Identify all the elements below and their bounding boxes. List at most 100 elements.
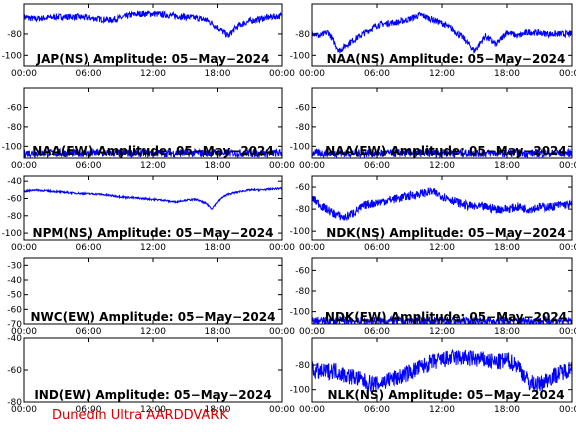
y-tick-label: -40 [7, 334, 22, 344]
x-tick-label: 12:00 [429, 161, 455, 171]
x-tick-label: 00:00 [559, 243, 576, 253]
series-line [24, 10, 282, 38]
x-tick-label: 12:00 [140, 243, 166, 253]
panel-title: IND(EW) Amplitude: 05−May−2024 [34, 388, 271, 402]
chart-panel: 00:00 06:00 12:00 18:00 00:00 -60 -80 -100 NDK(N… [290, 175, 576, 253]
x-tick-label: 00:00 [269, 243, 295, 253]
x-tick-label: 06:00 [76, 243, 102, 253]
chart-panel: 00:00 06:00 12:00 18:00 00:00 -80 -100 NAA(NS) … [290, 3, 576, 79]
x-tick-label: 00:00 [11, 69, 37, 79]
x-tick-label: 00:00 [559, 161, 576, 171]
y-tick-label: -60 [7, 366, 22, 376]
x-tick-label: 06:00 [364, 161, 390, 171]
series-line [312, 11, 572, 54]
y-tick-label: -60 [7, 194, 22, 204]
x-tick-label: 00:00 [269, 405, 295, 415]
y-tick-label: -80 [295, 123, 310, 133]
x-tick-label: 00:00 [299, 243, 325, 253]
x-tick-label: 06:00 [76, 161, 102, 171]
y-tick-label: -40 [7, 276, 22, 286]
y-tick-label: -80 [7, 398, 22, 408]
x-tick-label: 00:00 [299, 69, 325, 79]
y-tick-label: -80 [295, 361, 310, 371]
y-tick-label: -80 [7, 30, 22, 40]
x-tick-label: 00:00 [11, 161, 37, 171]
x-tick-label: 12:00 [140, 161, 166, 171]
y-tick-label: -40 [7, 177, 22, 187]
y-tick-label: -100 [2, 142, 23, 152]
y-tick-label: -100 [290, 386, 311, 396]
y-tick-label: -60 [7, 103, 22, 113]
y-tick-label: -70 [7, 320, 22, 330]
x-tick-label: 00:00 [299, 405, 325, 415]
y-tick-label: -100 [290, 227, 311, 237]
x-tick-label: 00:00 [11, 327, 37, 337]
x-tick-label: 06:00 [76, 69, 102, 79]
x-tick-label: 00:00 [11, 243, 37, 253]
y-tick-label: -80 [295, 30, 310, 40]
x-tick-label: 06:00 [76, 405, 102, 415]
x-tick-label: 06:00 [364, 405, 390, 415]
x-tick-label: 12:00 [429, 405, 455, 415]
x-tick-label: 18:00 [205, 327, 231, 337]
x-tick-label: 06:00 [364, 327, 390, 337]
x-tick-label: 18:00 [494, 69, 520, 79]
chart-panel: 00:00 06:00 12:00 18:00 00:00 -40 -60 -80 IND(EW… [7, 334, 295, 415]
chart-panel: 00:00 06:00 12:00 18:00 00:00 -60 -80 -100 NDK(E… [290, 257, 576, 337]
panel-title: NLK(NS) Amplitude: 05−May−2024 [327, 388, 564, 402]
y-tick-label: -60 [7, 305, 22, 315]
x-tick-label: 18:00 [205, 69, 231, 79]
x-tick-label: 18:00 [205, 405, 231, 415]
panel-title: NAA(EW) Amplitude: 05−May−2024 [32, 144, 274, 158]
y-tick-label: -60 [295, 183, 310, 193]
x-tick-label: 00:00 [559, 69, 576, 79]
y-tick-label: -100 [2, 51, 23, 61]
series-line [24, 186, 282, 210]
x-tick-label: 18:00 [494, 405, 520, 415]
x-tick-label: 00:00 [269, 69, 295, 79]
y-tick-label: -100 [2, 229, 23, 239]
y-tick-label: -100 [290, 51, 311, 61]
y-tick-label: -80 [295, 205, 310, 215]
x-tick-label: 12:00 [140, 69, 166, 79]
chart-panel: 00:00 06:00 12:00 18:00 00:00 -60 -80 -100 NAA(E… [290, 87, 576, 171]
x-tick-label: 00:00 [299, 161, 325, 171]
x-tick-label: 18:00 [494, 243, 520, 253]
series-line [312, 187, 572, 222]
x-tick-label: 00:00 [559, 405, 576, 415]
y-tick-label: -30 [7, 261, 22, 271]
credit-label: Dunedin Ultra AARDDVARK [52, 408, 228, 423]
y-tick-label: -50 [7, 291, 22, 301]
series-line [24, 147, 282, 158]
y-tick-label: -100 [290, 308, 311, 318]
chart-panel: 00:00 06:00 12:00 18:00 00:00 -60 -80 -100 NAA(E… [2, 87, 295, 171]
series-line [312, 349, 572, 393]
y-tick-label: -60 [295, 103, 310, 113]
x-tick-label: 00:00 [269, 327, 295, 337]
x-tick-label: 00:00 [559, 327, 576, 337]
y-tick-label: -80 [7, 123, 22, 133]
panel-title: NAA(NS) Amplitude: 05−May−2024 [327, 52, 566, 66]
x-tick-label: 12:00 [140, 327, 166, 337]
chart-panel: 00:00 06:00 12:00 18:00 00:00 -30 -40 -50 -60 -70… [7, 257, 295, 337]
x-tick-label: 06:00 [76, 327, 102, 337]
x-tick-label: 18:00 [205, 161, 231, 171]
x-tick-label: 06:00 [364, 69, 390, 79]
y-tick-label: -80 [7, 212, 22, 222]
y-tick-label: -60 [295, 266, 310, 276]
x-tick-label: 12:00 [429, 243, 455, 253]
y-tick-label: -80 [295, 287, 310, 297]
x-tick-label: 00:00 [269, 161, 295, 171]
x-tick-label: 06:00 [364, 243, 390, 253]
x-tick-label: 12:00 [429, 327, 455, 337]
x-tick-label: 12:00 [429, 69, 455, 79]
panel-title: NPM(NS) Amplitude: 05−May−2024 [33, 226, 274, 240]
panel-title: NDK(EW) Amplitude: 05−May−2024 [325, 310, 567, 324]
x-tick-label: 00:00 [11, 405, 37, 415]
x-tick-label: 00:00 [299, 327, 325, 337]
panel-title: JAP(NS) Amplitude: 05−May−2024 [36, 52, 270, 66]
x-tick-label: 18:00 [494, 327, 520, 337]
x-tick-label: 18:00 [494, 161, 520, 171]
panel-title: NAA(EW) Amplitude: 05−May−2024 [325, 144, 567, 158]
